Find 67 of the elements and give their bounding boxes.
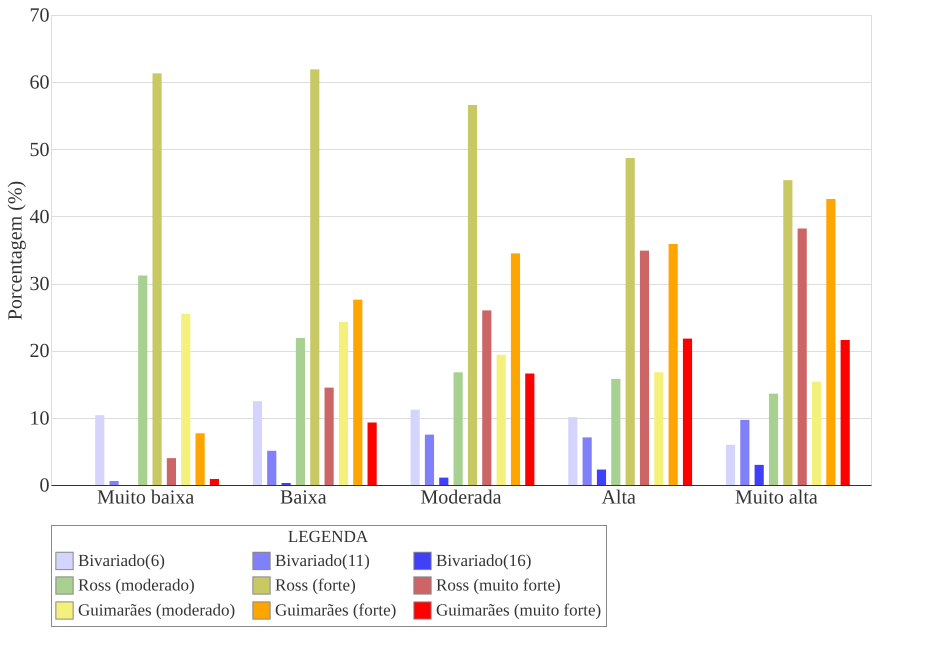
y-tick-label: 60 [30,72,50,94]
bar [582,437,592,485]
y-tick-label: 50 [30,138,50,161]
bar [768,394,778,485]
bar [812,382,822,485]
bar [525,374,534,485]
bar [740,420,750,485]
bar [783,180,792,485]
x-tick-label: Muito alta [735,486,818,508]
bar [640,250,650,485]
bar [668,244,678,485]
bar [181,314,190,485]
x-tick-label: Baixa [280,486,327,508]
x-tick-label: Muito baixa [97,486,194,508]
legend-label: Ross (forte) [275,576,356,594]
bar [310,69,320,485]
bar [682,338,692,485]
bar [424,434,434,485]
bar [267,450,276,485]
bar [166,458,176,485]
bar [454,372,463,485]
y-tick-label: 40 [30,206,50,228]
bar [410,410,420,485]
bar [296,338,306,485]
bar [611,378,620,485]
y-tick-label: 0 [40,474,50,496]
bar [798,228,807,485]
bar [109,480,119,485]
bar [754,464,764,485]
bar [210,478,220,485]
x-tick-label: Alta [601,486,636,508]
bar [826,198,836,485]
bar [152,73,162,485]
bar [196,433,205,485]
bar [510,253,520,485]
y-tick-label: 30 [30,273,50,296]
bar [626,158,635,485]
y-tick-label: 70 [30,4,50,26]
legend-label: Bivariado(16) [436,550,532,570]
bar [482,310,492,485]
y-tick-label: 10 [30,407,50,430]
bar [568,417,578,485]
bar [468,104,478,485]
bar [726,444,736,485]
bar [338,322,348,485]
legend-label: Guimarães (muito forte) [436,600,602,620]
bar [353,300,362,485]
legend-label: Guimarães (moderado) [78,600,236,620]
bar [840,340,850,485]
bar [654,372,664,485]
legend-label: Bivariado(11) [275,550,370,570]
legend-label: Ross (moderado) [78,576,195,594]
y-axis-title: Porcentagem (%) [4,180,26,320]
bar [138,276,148,485]
bar [252,401,262,485]
bar [439,478,448,485]
legend-title: LEGENDA [288,527,369,546]
legend-label: Bivariado(6) [78,550,165,570]
x-tick-label: Moderada [420,486,502,508]
bar [496,354,506,485]
bar [95,415,104,485]
legend-label: Ross (muito forte) [436,576,561,594]
bar [596,470,606,485]
y-tick-label: 20 [30,340,50,362]
bar [368,422,377,485]
bar [324,388,334,485]
legend-label: Guimarães (forte) [275,600,396,620]
